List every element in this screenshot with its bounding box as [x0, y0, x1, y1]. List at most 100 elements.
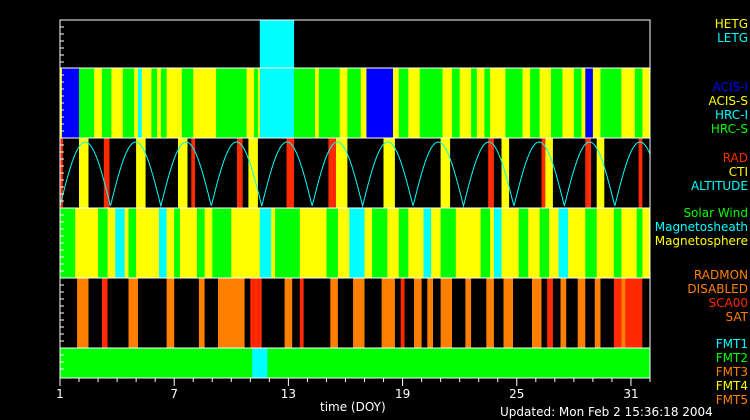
panel-instrument-segment [138, 68, 142, 138]
legend-radiation: RAD CTI ALTITUDE [691, 151, 748, 193]
panel-environment-segment [275, 208, 300, 278]
panel-radiation-segment [440, 138, 451, 208]
legend-fmt1: FMT1 [715, 337, 748, 351]
panel-radiation-segment [237, 138, 243, 208]
panel-radmon-segment [547, 278, 553, 348]
panel-instrument-segment [181, 68, 194, 138]
panel-radmon-segment [613, 278, 643, 348]
panel-instrument-segment [254, 68, 258, 138]
updated-timestamp: Updated: Mon Feb 2 15:36:18 2004 [500, 405, 713, 419]
panel-radmon-segment [503, 278, 513, 348]
panel-instrument-segment [398, 68, 409, 138]
legend-environment: Solar Wind Magnetosheath Magnetosphere [655, 206, 748, 248]
panel-format-frame [59, 347, 651, 379]
x-axis-tick-label: 13 [281, 387, 296, 401]
panel-radiation-segment [545, 138, 553, 208]
panel-environment-segment [115, 208, 125, 278]
legend-acis-i: ACIS-I [712, 80, 748, 94]
panel-environment-segment [159, 208, 167, 278]
panel-environment-segment [480, 208, 491, 278]
legend-fmt2: FMT2 [715, 351, 748, 365]
panel-radmon-segment [166, 278, 175, 348]
panel-instrument-segment [79, 68, 95, 138]
panel-environment-segment [128, 208, 137, 278]
panel-instrument-segment [160, 68, 167, 138]
legend-format: FMT1 FMT2 FMT3 FMT4 FMT5 [716, 337, 748, 407]
legend-hrc-s: HRC-S [710, 122, 748, 136]
panel-grating-segment [259, 20, 295, 68]
panel-radmon-segment [621, 278, 626, 348]
legend-solar-wind: Solar Wind [683, 206, 748, 220]
panel-instrument-segment [634, 68, 643, 138]
panel-radmon-segment [400, 278, 405, 348]
panel-radmon-segment [465, 278, 472, 348]
panel-radiation-segment [596, 138, 605, 208]
panel-environment-segment [398, 208, 409, 278]
panel-radmon-segment [486, 278, 494, 348]
panel-radiation-segment [585, 138, 591, 208]
panel-radmon-segment [560, 278, 567, 348]
legend-cti: CTI [728, 165, 748, 179]
panel-instrument-segment [530, 68, 540, 138]
panel-instrument-segment [471, 68, 477, 138]
panel-instrument-segment [259, 68, 295, 138]
legend-grating: HETG LETG [715, 17, 748, 45]
panel-radmon-segment [330, 278, 338, 348]
panel-radmon-segment [577, 278, 586, 348]
panel-environment-segment [349, 208, 365, 278]
panel-instrument-segment [585, 68, 593, 138]
panel-instrument-segment [600, 68, 622, 138]
legend-sat: SAT [725, 310, 748, 324]
panel-environment-segment [539, 208, 550, 278]
panel-radiation-segment [541, 138, 546, 208]
panel-grating-background [60, 20, 650, 68]
panel-instrument-segment [484, 68, 491, 138]
panel-radiation-segment [638, 138, 643, 208]
legend-altitude: ALTITUDE [690, 179, 748, 193]
panel-instrument-segment [318, 68, 340, 138]
panel-radiation-background [60, 138, 650, 208]
panel-radmon-segment [299, 278, 304, 348]
legend-radmon: RADMON DISABLED SCA00 SAT [687, 268, 748, 324]
legend-instrument: ACIS-I ACIS-S HRC-I HRC-S [709, 80, 748, 136]
panel-environment-segment [558, 208, 569, 278]
x-axis-tick-label: 25 [509, 387, 524, 401]
panel-environment-segment [372, 208, 388, 278]
legend-fmt3: FMT3 [715, 365, 748, 379]
panel-environment-segment [60, 208, 76, 278]
panel-instrument-segment [505, 68, 523, 138]
panel-radiation-segment [328, 138, 336, 208]
panel-radmon-segment [250, 278, 262, 348]
legend-sca00: SCA00 [708, 296, 748, 310]
panel-environment-segment [636, 208, 643, 278]
legend-hrc-i: HRC-I [714, 108, 748, 122]
panel-environment-segment [585, 208, 597, 278]
panel-environment-segment [197, 208, 205, 278]
panel-instrument-segment [216, 68, 247, 138]
panel-radiation-segment [383, 138, 395, 208]
legend-radmon-label: RADMON [693, 268, 748, 282]
panel-instrument-segment [573, 68, 582, 138]
panel-instrument-segment [419, 68, 443, 138]
panel-instrument-segment [122, 68, 135, 138]
panel-instrument-segment [551, 68, 563, 138]
panel-instrument-segment [366, 68, 393, 138]
panel-radiation-segment [286, 138, 295, 208]
panel-instrument-segment [151, 68, 158, 138]
panel-environment-segment [326, 208, 338, 278]
panel-radiation-segment [103, 138, 110, 208]
legend-fmt5: FMT5 [715, 393, 748, 407]
x-axis-label: time (DOY) [320, 400, 386, 414]
panel-radmon-segment [427, 278, 433, 348]
panel-radmon-segment [77, 278, 89, 348]
panel-radiation-segment [336, 138, 348, 208]
panel-radiation-segment [178, 138, 188, 208]
x-axis-tick-label: 31 [623, 387, 638, 401]
panel-instrument-segment [347, 68, 361, 138]
panel-radiation-segment [191, 138, 196, 208]
panel-instrument-segment [101, 68, 112, 138]
panel-radmon-segment [284, 278, 293, 348]
panel-radmon-segment [440, 278, 452, 348]
legend-magnetosphere: Magnetosphere [654, 234, 748, 248]
panel-radmon-segment [198, 278, 205, 348]
